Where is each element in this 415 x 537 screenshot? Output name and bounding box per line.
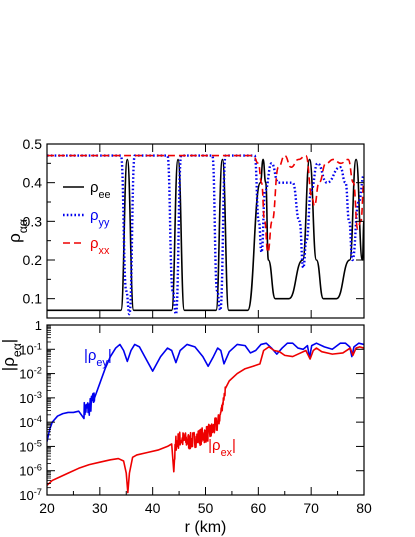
bottom-y-tick-label: 10-1 bbox=[19, 341, 42, 357]
top-plot-area bbox=[47, 154, 364, 316]
series-line-xx bbox=[47, 154, 364, 254]
bottom-y-tick-label: 10-3 bbox=[19, 390, 42, 406]
bottom-axis-ticks: 1 10-1 10-2 10-3 10-4 10-5 10-6 10-720 30 40 50 60 7… bbox=[19, 318, 372, 516]
annotation-ey: |ρey| bbox=[84, 347, 112, 369]
bottom-panel: 1 10-1 10-2 10-3 10-4 10-5 10-6 10-720 30 40 50 60 7… bbox=[0, 318, 372, 536]
x-tick-label: 50 bbox=[198, 500, 214, 516]
x-tick-label: 30 bbox=[92, 500, 108, 516]
legend-label-xx: ρxx bbox=[90, 235, 110, 257]
top-panel: 0.1 0.2 0.3 0.4 0.5 ραα ρee ρyy ρxx bbox=[5, 136, 365, 319]
bottom-y-tick-label: 10-4 bbox=[19, 414, 42, 430]
bottom-y-tick-label: 1 bbox=[35, 318, 42, 333]
x-tick-label: 70 bbox=[303, 500, 319, 516]
bottom-plot-area bbox=[47, 342, 364, 494]
x-tick-label: 80 bbox=[356, 500, 372, 516]
top-legend: ρee ρyy ρxx bbox=[63, 179, 111, 257]
bottom-y-tick-label: 10-6 bbox=[19, 463, 42, 479]
series-line-ex bbox=[47, 346, 364, 494]
bottom-annotations: |ρey| |ρex| bbox=[84, 347, 236, 459]
series-line-ey bbox=[47, 342, 364, 442]
bottom-y-tick-label: 10-5 bbox=[19, 438, 42, 454]
bottom-y-tick-label: 10-7 bbox=[19, 487, 42, 503]
top-axis-ticks: 0.1 0.2 0.3 0.4 0.5 bbox=[23, 136, 365, 319]
top-y-axis-label: ραα bbox=[5, 219, 30, 243]
x-tick-label: 20 bbox=[39, 500, 55, 516]
top-y-tick-label: 0.3 bbox=[23, 213, 43, 229]
legend-label-ee: ρee bbox=[90, 179, 111, 201]
bottom-y-axis-label: |ρeα| bbox=[0, 339, 24, 371]
top-panel-frame bbox=[46, 143, 365, 319]
x-tick-label: 40 bbox=[145, 500, 161, 516]
x-tick-label: 60 bbox=[251, 500, 267, 516]
legend-label-yy: ρyy bbox=[90, 207, 110, 229]
top-y-tick-label: 0.2 bbox=[23, 252, 43, 268]
bottom-y-tick-label: 10-2 bbox=[19, 366, 42, 382]
series-line-ee bbox=[47, 158, 364, 312]
annotation-ex: |ρex| bbox=[208, 437, 236, 459]
top-y-tick-label: 0.4 bbox=[23, 175, 43, 191]
x-axis-label: r (km) bbox=[185, 519, 227, 536]
top-y-tick-label: 0.5 bbox=[23, 136, 43, 152]
top-y-tick-label: 0.1 bbox=[23, 291, 43, 307]
